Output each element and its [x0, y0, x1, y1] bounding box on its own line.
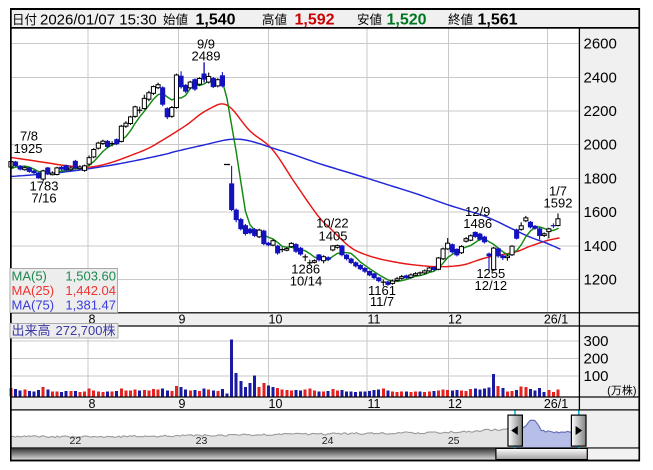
svg-text:1600: 1600 — [584, 204, 617, 221]
svg-text:9/9: 9/9 — [197, 37, 215, 52]
svg-text:1783: 1783 — [30, 179, 59, 194]
svg-text:出来高: 出来高 — [12, 323, 51, 338]
svg-text:12/12: 12/12 — [475, 278, 508, 293]
svg-text:2026/01/07 15:30: 2026/01/07 15:30 — [40, 12, 157, 29]
svg-text:10: 10 — [269, 313, 283, 327]
svg-text:1,540: 1,540 — [196, 12, 236, 29]
svg-text:12: 12 — [448, 313, 462, 327]
svg-text:25: 25 — [448, 435, 460, 447]
svg-text:1161: 1161 — [368, 283, 396, 298]
svg-text:1925: 1925 — [14, 141, 43, 156]
svg-text:1/7: 1/7 — [549, 184, 567, 199]
svg-text:1,561: 1,561 — [478, 12, 518, 29]
svg-text:MA(75): MA(75) — [12, 298, 55, 313]
svg-text:11: 11 — [368, 397, 381, 411]
svg-text:(万株): (万株) — [607, 383, 636, 397]
svg-text:7/8: 7/8 — [20, 129, 38, 144]
svg-text:2600: 2600 — [584, 36, 617, 53]
svg-text:2000: 2000 — [584, 137, 617, 154]
svg-text:1,442.04: 1,442.04 — [65, 283, 116, 298]
svg-text:10: 10 — [269, 397, 283, 411]
svg-text:272,700株: 272,700株 — [56, 323, 116, 338]
svg-text:12: 12 — [448, 397, 462, 411]
svg-text:1,520: 1,520 — [387, 12, 427, 29]
svg-text:22: 22 — [70, 435, 82, 447]
svg-text:1255: 1255 — [476, 266, 505, 281]
svg-text:24: 24 — [322, 435, 334, 447]
svg-text:7/16: 7/16 — [31, 191, 56, 206]
svg-text:日付: 日付 — [12, 13, 37, 27]
svg-text:26/1: 26/1 — [544, 397, 568, 411]
svg-text:1,503.60: 1,503.60 — [65, 269, 116, 284]
svg-text:1592: 1592 — [544, 196, 573, 211]
svg-text:安値: 安値 — [357, 12, 382, 27]
svg-text:10/14: 10/14 — [290, 274, 323, 289]
svg-text:300: 300 — [584, 333, 609, 350]
svg-text:11/7: 11/7 — [370, 294, 394, 309]
svg-text:9: 9 — [179, 397, 186, 411]
svg-text:2200: 2200 — [584, 103, 617, 120]
svg-text:12/9: 12/9 — [465, 204, 490, 219]
svg-text:MA(5): MA(5) — [12, 269, 47, 284]
svg-text:1486: 1486 — [463, 216, 492, 231]
svg-text:高値: 高値 — [262, 12, 287, 27]
svg-text:1,592: 1,592 — [295, 12, 335, 29]
svg-text:200: 200 — [584, 351, 609, 368]
svg-text:2489: 2489 — [192, 49, 221, 64]
svg-text:終値: 終値 — [448, 12, 473, 27]
svg-text:1800: 1800 — [584, 170, 617, 187]
svg-text:始値: 始値 — [163, 12, 188, 27]
svg-text:9: 9 — [179, 313, 186, 327]
svg-text:1286: 1286 — [291, 262, 320, 277]
svg-text:2400: 2400 — [584, 69, 617, 86]
svg-text:26/1: 26/1 — [544, 313, 568, 327]
svg-text:1,381.47: 1,381.47 — [65, 298, 116, 313]
svg-text:8: 8 — [89, 313, 96, 327]
svg-text:100: 100 — [584, 368, 609, 385]
svg-text:11: 11 — [368, 313, 381, 327]
svg-text:1200: 1200 — [584, 272, 617, 289]
svg-text:23: 23 — [196, 435, 208, 447]
svg-text:MA(25): MA(25) — [12, 283, 55, 298]
svg-text:1405: 1405 — [319, 229, 348, 244]
svg-text:1400: 1400 — [584, 238, 617, 255]
svg-text:8: 8 — [89, 397, 96, 411]
svg-text:10/22: 10/22 — [316, 216, 349, 231]
